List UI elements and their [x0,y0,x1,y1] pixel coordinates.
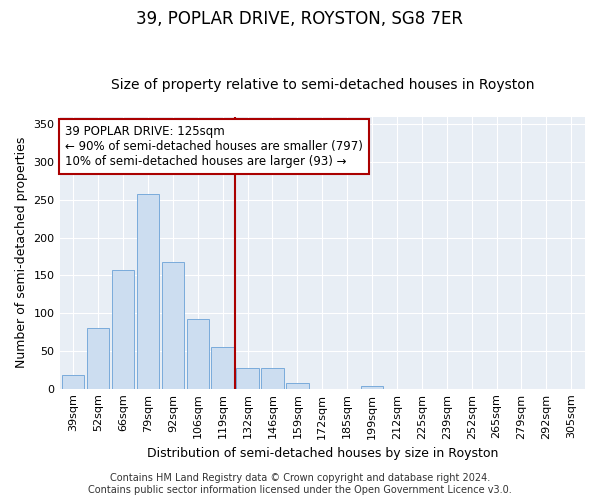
Text: 39 POPLAR DRIVE: 125sqm
← 90% of semi-detached houses are smaller (797)
10% of s: 39 POPLAR DRIVE: 125sqm ← 90% of semi-de… [65,125,362,168]
Bar [286,384,308,388]
Bar [261,368,284,388]
Title: Size of property relative to semi-detached houses in Royston: Size of property relative to semi-detach… [110,78,534,92]
Y-axis label: Number of semi-detached properties: Number of semi-detached properties [15,137,28,368]
Bar [137,194,159,388]
X-axis label: Distribution of semi-detached houses by size in Royston: Distribution of semi-detached houses by … [146,447,498,460]
Bar [236,368,259,388]
Bar [211,347,234,389]
Text: 39, POPLAR DRIVE, ROYSTON, SG8 7ER: 39, POPLAR DRIVE, ROYSTON, SG8 7ER [137,10,464,28]
Bar [62,375,85,388]
Bar [161,262,184,388]
Bar [187,319,209,388]
Bar [361,386,383,388]
Text: Contains HM Land Registry data © Crown copyright and database right 2024.
Contai: Contains HM Land Registry data © Crown c… [88,474,512,495]
Bar [87,328,109,388]
Bar [112,270,134,388]
